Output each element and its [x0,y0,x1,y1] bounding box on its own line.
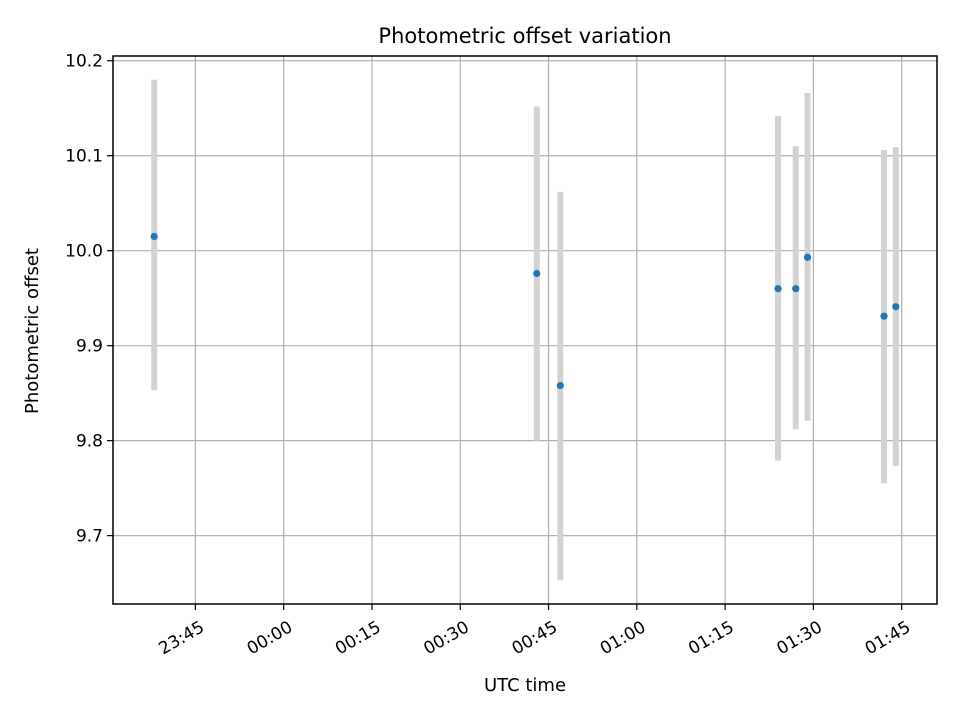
x-tick-label: 01:45 [862,617,914,659]
x-tick-label: 01:00 [597,617,649,659]
x-tick-label: 00:30 [420,617,472,659]
data-point [556,381,564,390]
data-point [774,285,782,293]
chart-title: Photometric offset variation [378,24,671,48]
y-tick-label: 9.8 [76,432,103,452]
plot-frame [112,55,938,605]
x-tick-label: 00:00 [244,617,296,659]
y-axis-label: Photometric offset [22,248,43,414]
data-points [150,232,900,390]
x-tick-label: 01:15 [685,617,737,659]
x-tick-label: 00:15 [332,617,384,659]
data-point [803,253,812,261]
x-axis: 23:45 00:00 00:15 00:30 00:45 01:00 01:15 01:30… [155,604,914,659]
y-tick-label: 9.7 [76,527,103,547]
error-bars [151,79,899,581]
grid [113,56,937,604]
data-point [792,285,800,293]
data-point [880,312,888,320]
x-tick-label: 01:30 [773,617,825,659]
x-tick-label: 00:45 [509,617,561,659]
y-tick-label: 10.2 [65,52,103,72]
data-point [150,232,158,241]
x-axis-label: UTC time [484,675,566,696]
y-tick-label: 9.9 [76,337,103,357]
data-point [533,269,541,278]
y-tick-label: 10.0 [65,242,103,262]
x-tick-label: 23:45 [155,617,207,659]
y-axis: 9.7 9.8 9.9 10.0 10.1 10.2 [65,52,113,547]
y-tick-label: 10.1 [65,147,103,167]
data-point [892,303,900,311]
